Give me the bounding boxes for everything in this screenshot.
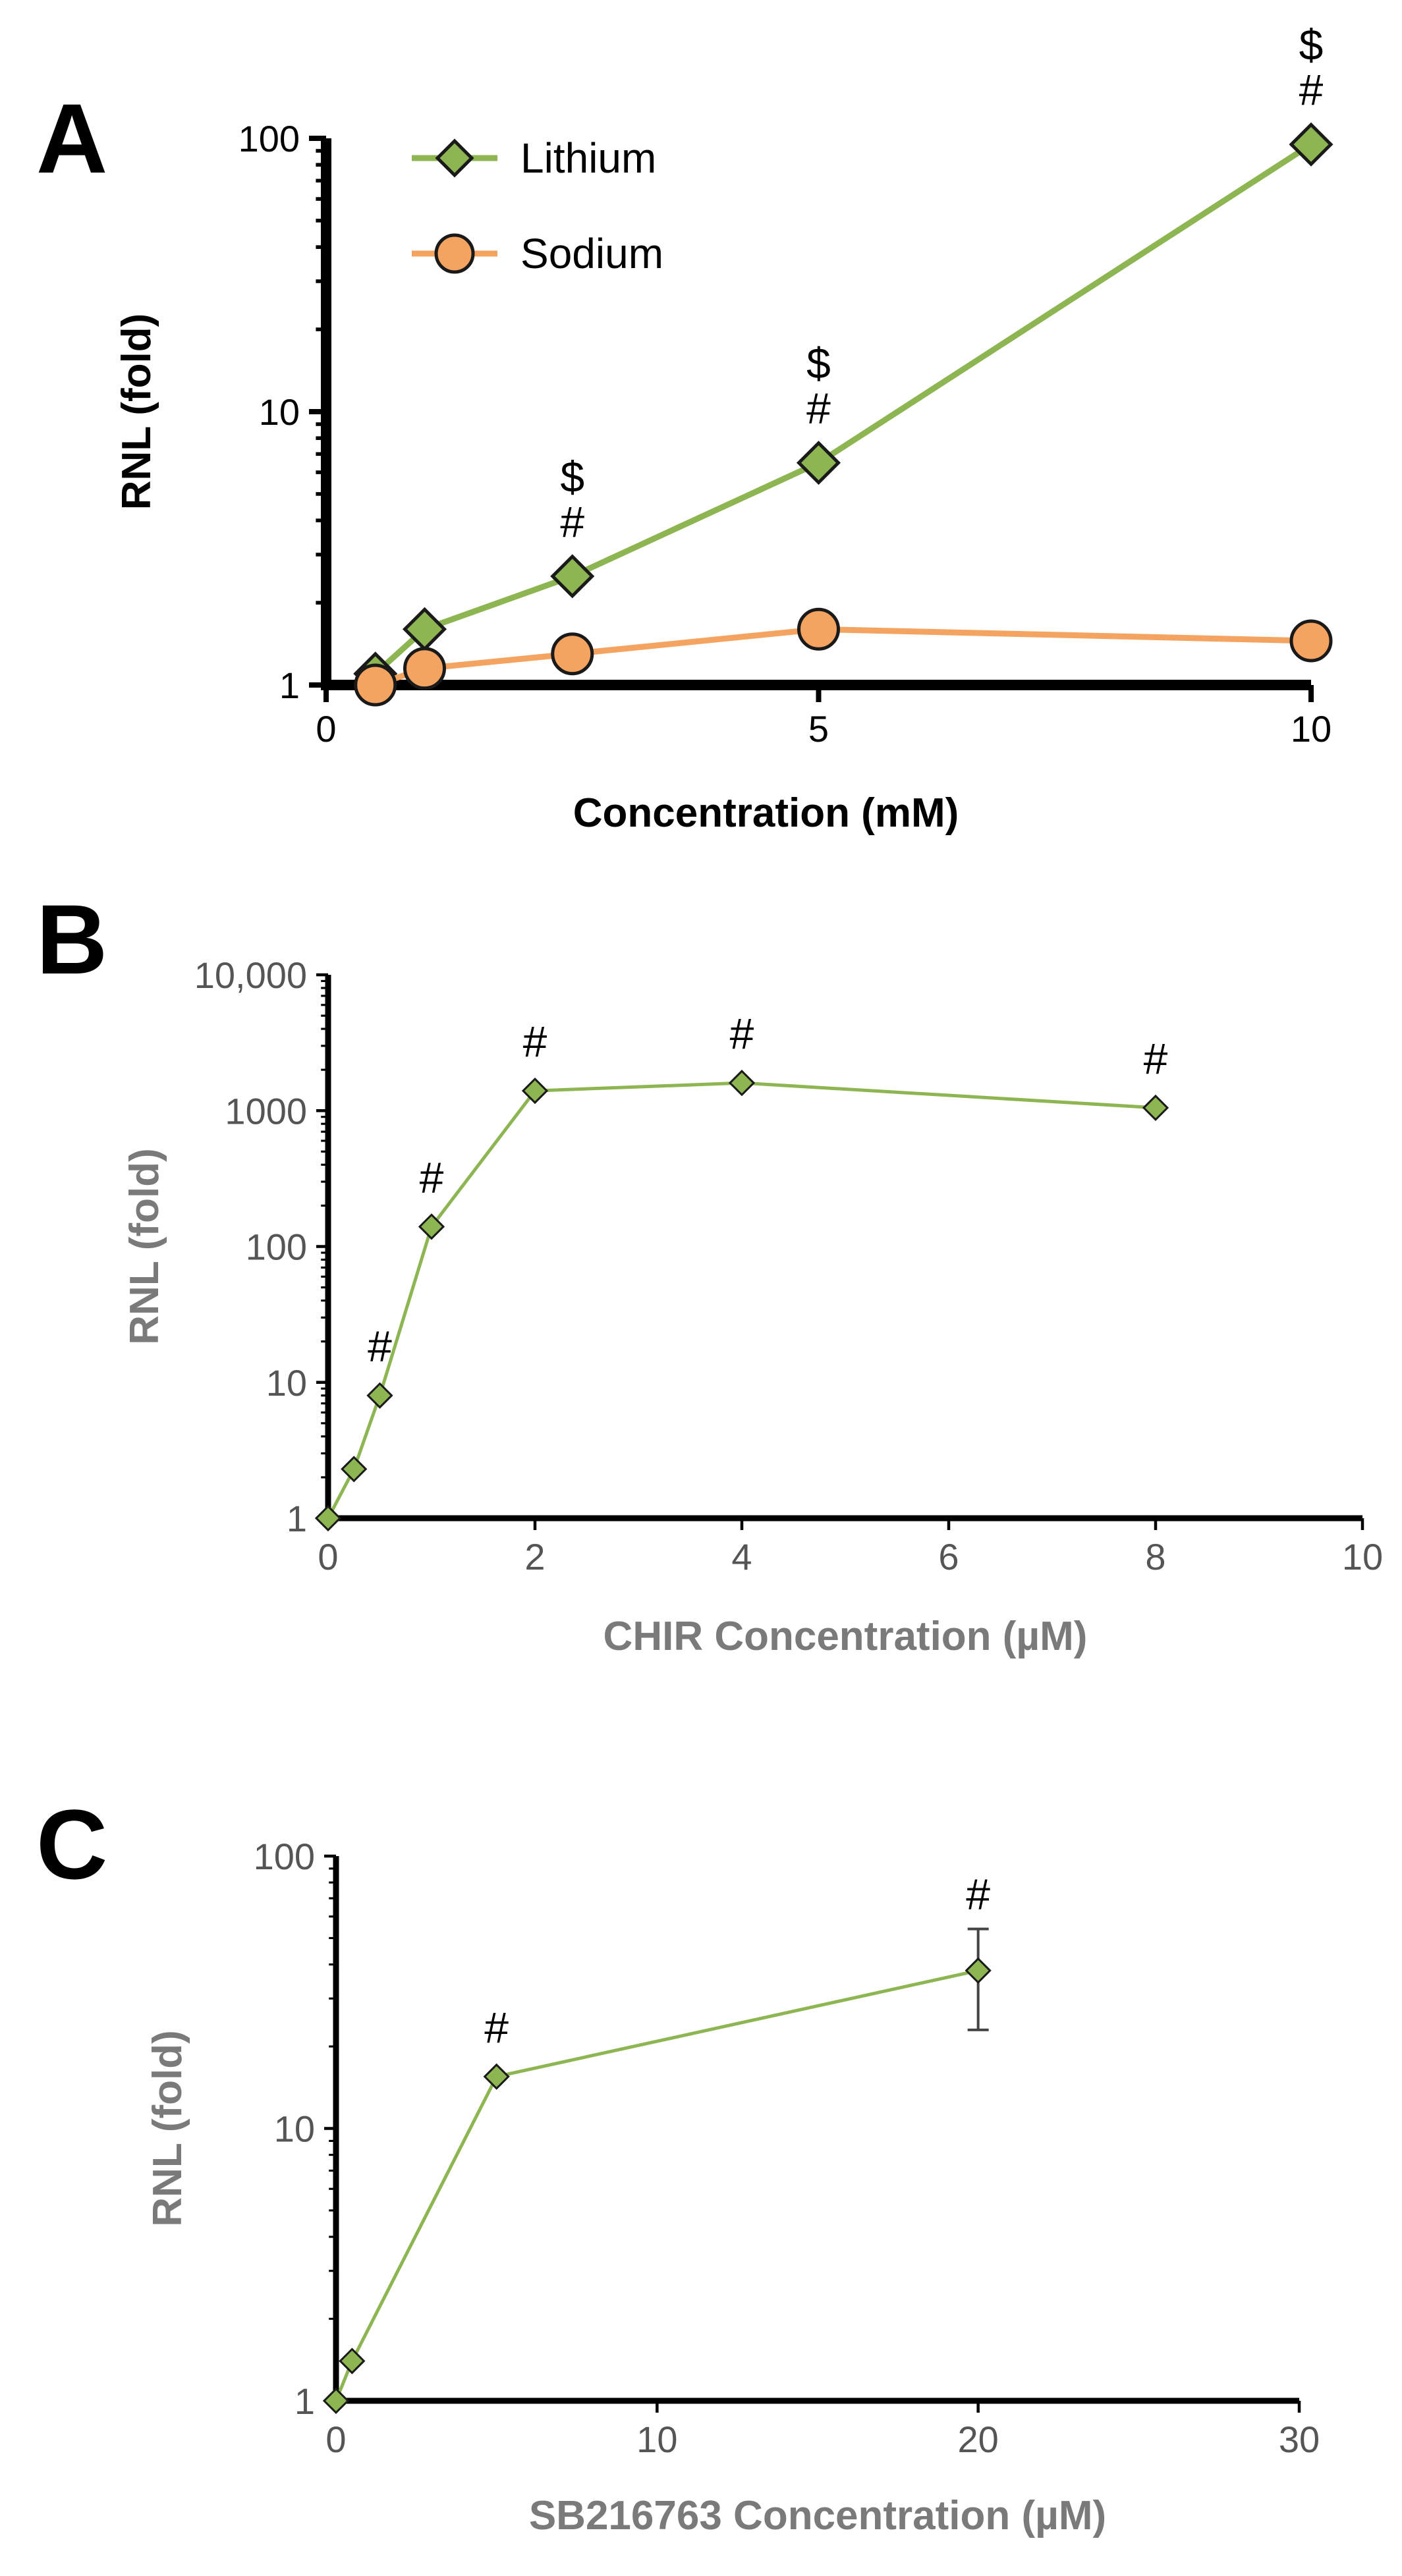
data-point-chir [521, 1077, 549, 1105]
y-tick-label: 100 [246, 1226, 307, 1268]
significance-hash: # [560, 497, 584, 546]
x-tick-label: 20 [958, 2419, 999, 2460]
y-tick-label: 10,000 [194, 954, 307, 996]
x-tick-label: 6 [938, 1536, 959, 1577]
x-tick-label: 10 [1342, 1536, 1383, 1577]
significance-hash: # [368, 1322, 392, 1371]
significance-hash: # [484, 2003, 509, 2052]
x-tick-label: 10 [1291, 708, 1332, 750]
data-point-chir [418, 1213, 445, 1240]
significance-dollar: $ [1299, 20, 1324, 69]
significance-hash: # [730, 1009, 754, 1058]
significance-hash: # [1144, 1034, 1168, 1083]
y-axis-title: RNL (fold) [122, 1148, 167, 1344]
y-tick-label: 100 [238, 118, 300, 159]
data-point-lithium [1289, 122, 1333, 167]
significance-hash: # [806, 384, 831, 433]
x-tick-label: 0 [318, 1536, 338, 1577]
x-tick-label: 30 [1279, 2419, 1320, 2460]
series-line-chir [326, 1081, 1156, 1520]
data-point-sodium [403, 647, 446, 690]
panel-label-c: C [36, 1789, 107, 1900]
x-tick-label: 8 [1145, 1536, 1165, 1577]
data-point-chir [314, 1504, 342, 1532]
y-axis-title: RNL (fold) [114, 314, 159, 510]
panel-label-b: B [36, 884, 107, 995]
data-point-chir [1142, 1094, 1169, 1122]
y-tick-label: 1000 [225, 1090, 307, 1132]
series-line-sb216763 [334, 1969, 979, 2401]
y-tick-label: 10 [274, 2108, 315, 2150]
legend-marker-sodium [434, 233, 475, 274]
significance-dollar: $ [806, 339, 831, 388]
x-tick-label: 4 [731, 1536, 752, 1577]
legend-label-sodium: Sodium [520, 230, 663, 277]
significance-hash: # [523, 1017, 547, 1066]
x-axis-title: SB216763 Concentration (µM) [529, 2493, 1106, 2538]
significance-dollar: $ [560, 452, 584, 501]
significance-hash: # [1299, 65, 1324, 114]
y-tick-label: 1 [279, 665, 300, 706]
data-point-sodium [551, 632, 594, 676]
y-tick-label: 1 [287, 1498, 307, 1539]
significance-hash: # [420, 1153, 444, 1201]
data-point-chir [341, 1456, 368, 1483]
series-line-lithium [373, 142, 1313, 676]
y-tick-label: 100 [254, 1836, 315, 1877]
x-tick-label: 0 [316, 708, 336, 750]
x-tick-label: 2 [524, 1536, 545, 1577]
x-tick-label: 0 [325, 2419, 346, 2460]
data-point-sodium [354, 663, 397, 707]
significance-hash: # [966, 1870, 990, 1919]
data-point-chir [728, 1070, 756, 1097]
series-line-sodium [374, 626, 1312, 688]
legend-marker-lithium [435, 138, 474, 178]
data-point-lithium [796, 441, 841, 485]
y-tick-label: 1 [294, 2380, 315, 2422]
y-tick-label: 10 [259, 391, 300, 433]
y-axis-title: RNL (fold) [145, 2030, 190, 2226]
data-point-sb216763 [322, 2387, 350, 2415]
y-tick-label: 10 [266, 1362, 307, 1404]
legend-label-lithium: Lithium [520, 134, 656, 182]
chart-panel-b: 1 10 100 1000 10,000 0 2 4 6 8 10 CHIR Concentratio… [122, 954, 1383, 1659]
data-point-sb216763 [339, 2347, 366, 2374]
panel-label-a: A [36, 83, 107, 194]
data-point-lithium [550, 554, 595, 599]
x-tick-label: 5 [808, 708, 829, 750]
data-point-chir [366, 1382, 393, 1409]
x-axis-title: Concentration (mM) [573, 790, 959, 836]
data-point-sb216763 [965, 1957, 992, 1984]
chart-panel-c: 1 10 100 0 10 20 30 SB216763 Concentration (µM)… [145, 1836, 1320, 2538]
x-axis-title: CHIR Concentration (µM) [603, 1614, 1088, 1659]
data-point-sodium [797, 607, 840, 651]
x-tick-label: 10 [636, 2419, 677, 2460]
data-point-sodium [1289, 619, 1333, 663]
data-point-sb216763 [483, 2063, 510, 2090]
